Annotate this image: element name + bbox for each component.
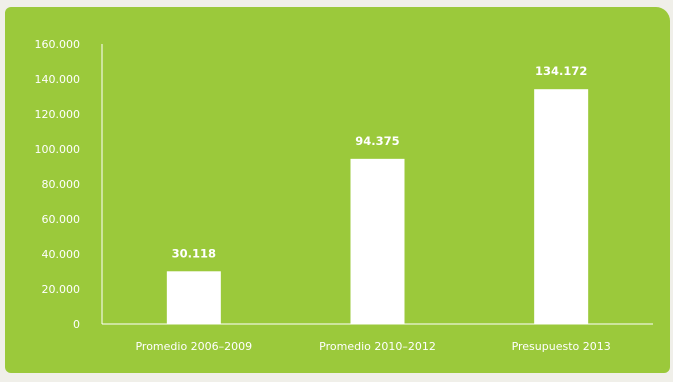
value-labels-group: 30.118 94.375 134.172 (172, 64, 588, 260)
y-tick-label: 20.000 (42, 283, 81, 296)
x-category-label: Promedio 2006–2009 (135, 340, 252, 353)
y-tick-label: 80.000 (42, 178, 81, 191)
y-tick-label: 40.000 (42, 248, 81, 261)
y-tick-label: 120.000 (35, 108, 81, 121)
y-tick-label: 0 (73, 318, 80, 331)
bar-value-label: 30.118 (172, 246, 216, 260)
bar (534, 89, 589, 324)
category-labels-group: Promedio 2006–2009 Promedio 2010–2012 Pres… (135, 340, 610, 353)
bar-value-label: 134.172 (535, 64, 587, 78)
bar-chart: 0 20.000 40.000 60.000 80.000 100.000 120.000 1… (5, 7, 670, 373)
y-tick-label: 60.000 (42, 213, 81, 226)
y-axis-ticks: 0 20.000 40.000 60.000 80.000 100.000 120.000 1… (35, 38, 81, 331)
x-category-label: Presupuesto 2013 (512, 340, 611, 353)
y-tick-label: 100.000 (35, 143, 81, 156)
bar (166, 271, 221, 324)
chart-panel: 0 20.000 40.000 60.000 80.000 100.000 120.000 1… (5, 7, 670, 373)
y-tick-label: 140.000 (35, 73, 81, 86)
bars-group (166, 89, 589, 324)
bar (350, 158, 405, 324)
bar-value-label: 94.375 (355, 134, 399, 148)
x-category-label: Promedio 2010–2012 (319, 340, 436, 353)
y-tick-label: 160.000 (35, 38, 81, 51)
